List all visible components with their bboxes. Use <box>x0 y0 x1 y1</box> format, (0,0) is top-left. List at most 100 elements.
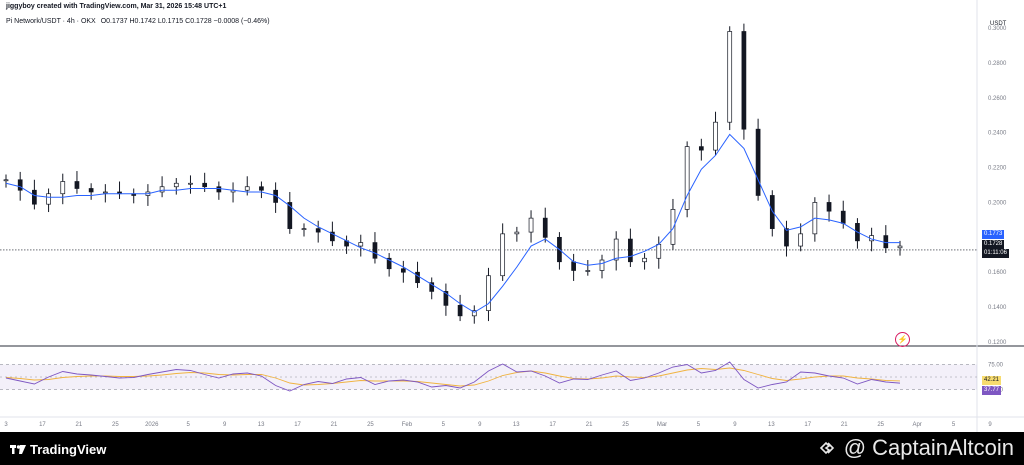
time-axis-label: 13 <box>258 422 265 428</box>
candle-body[interactable] <box>244 186 250 191</box>
candle-body[interactable] <box>741 31 747 130</box>
rsi-ma-tag: 42.21 <box>982 376 1002 385</box>
price-tag: 0.1728 <box>982 240 1005 249</box>
candle-body[interactable] <box>159 186 165 193</box>
footer-bar: TradingView @ CaptainAltcoin <box>0 432 1024 465</box>
candle-body[interactable] <box>769 195 775 229</box>
time-axis-label: 5 <box>952 422 956 428</box>
moving-average-line[interactable] <box>5 133 900 313</box>
candle-body[interactable] <box>628 238 633 263</box>
candle-body[interactable] <box>429 282 435 292</box>
candle-body[interactable] <box>656 243 662 259</box>
candle-body[interactable] <box>670 209 676 245</box>
candle-body[interactable] <box>415 271 420 284</box>
watermark-text: @ CaptainAltcoin <box>843 435 1014 460</box>
time-axis-label: 17 <box>39 422 46 428</box>
price-tick-label: 0.2600 <box>988 96 1007 102</box>
time-axis-label: 9 <box>988 422 992 428</box>
candle-body[interactable] <box>684 146 690 210</box>
symbol-line[interactable]: Pi Network/USDT · 4h · OKX <box>6 18 96 25</box>
time-axis-label: 5 <box>187 422 191 428</box>
candle-body[interactable] <box>840 210 846 224</box>
candle-body[interactable] <box>400 268 406 273</box>
candle-body[interactable] <box>173 182 179 188</box>
rsi-tag: 37.77 <box>982 386 1002 395</box>
price-tick-label: 0.2200 <box>988 166 1007 172</box>
candle-body[interactable] <box>3 179 9 182</box>
price-tick-label: 0.2400 <box>988 131 1007 137</box>
ohlc-values: O0.1737 H0.1742 L0.1715 C0.1728 −0.0008 … <box>100 18 270 25</box>
time-axis-label: 17 <box>804 422 811 428</box>
candle-body[interactable] <box>32 189 37 205</box>
candle-body[interactable] <box>613 238 619 261</box>
time-axis-label: 25 <box>877 422 884 428</box>
candle-body[interactable] <box>443 291 449 306</box>
candle-body[interactable] <box>17 179 23 191</box>
candle-body[interactable] <box>301 228 307 230</box>
candle-body[interactable] <box>755 128 761 196</box>
price-tick-label: 0.1200 <box>988 340 1007 346</box>
time-axis-label: 25 <box>367 422 374 428</box>
rsi-tick-label: 75.00 <box>988 363 1004 369</box>
candle-body[interactable] <box>642 257 647 263</box>
candle-body[interactable] <box>500 233 506 277</box>
candle-body[interactable] <box>471 310 477 317</box>
candle-body[interactable] <box>727 31 733 123</box>
candle-body[interactable] <box>188 182 193 185</box>
price-chart-svg[interactable]: 0.3000 0.2800 0.2600 0.2400 0.2200 0.2000 0.16… <box>0 0 1024 432</box>
rsi-ma-line[interactable] <box>5 367 901 387</box>
candle-body[interactable] <box>88 188 94 193</box>
candle-body[interactable] <box>386 257 392 270</box>
price-tick-label: 0.1400 <box>988 305 1007 311</box>
candle-body[interactable] <box>798 233 804 247</box>
chart-panel[interactable]: jiggyboy created with TradingView.com, M… <box>0 0 1024 432</box>
candle-body[interactable] <box>528 217 534 233</box>
candle-body[interactable] <box>457 305 463 317</box>
candle-body[interactable] <box>542 217 548 238</box>
ma-value-tag: 0.1773 <box>982 230 1005 239</box>
alert-icon[interactable]: ⚡ <box>895 332 910 347</box>
candle-body[interactable] <box>897 245 903 249</box>
rsi-line[interactable] <box>5 361 901 392</box>
candle-body[interactable] <box>784 228 789 247</box>
tradingview-brand: TradingView <box>30 442 107 457</box>
candle-body[interactable] <box>883 235 889 249</box>
time-axis-label: 17 <box>294 422 301 428</box>
bitget-icon <box>819 441 834 455</box>
candle-body[interactable] <box>571 261 576 271</box>
time-axis-label: 9 <box>733 422 737 428</box>
candle-body[interactable] <box>216 186 222 193</box>
candle-body[interactable] <box>826 202 832 212</box>
time-axis-label: 5 <box>442 422 446 428</box>
currency-label[interactable]: USDT <box>990 21 1007 27</box>
candle-body[interactable] <box>74 181 80 189</box>
time-axis-label: 5 <box>697 422 701 428</box>
tradingview-logo[interactable]: TradingView <box>10 442 106 457</box>
time-axis-label: 2026 <box>145 422 159 428</box>
captainaltcoin-watermark: @ CaptainAltcoin <box>818 435 1014 461</box>
candle-body[interactable] <box>202 182 208 188</box>
candle-body[interactable] <box>698 146 704 151</box>
candle-body[interactable] <box>60 181 66 195</box>
price-tick-label: 0.2800 <box>988 61 1007 67</box>
candle-body[interactable] <box>259 186 264 191</box>
candle-body[interactable] <box>713 121 718 151</box>
candle-body[interactable] <box>46 193 51 205</box>
candle-body[interactable] <box>514 231 520 235</box>
candle-body[interactable] <box>330 231 335 242</box>
candle-body[interactable] <box>102 191 108 194</box>
candle-body[interactable] <box>358 242 364 247</box>
candle-body[interactable] <box>585 270 591 272</box>
time-axis-label: 21 <box>586 422 593 428</box>
candle-body[interactable] <box>287 202 293 229</box>
candle-body[interactable] <box>599 259 605 271</box>
time-axis-label: 13 <box>768 422 775 428</box>
candle-body[interactable] <box>372 242 378 259</box>
time-axis-label: 21 <box>841 422 848 428</box>
countdown-tag: 01:11:06 <box>982 249 1009 258</box>
time-axis-label: 3 <box>4 422 8 428</box>
candle-body[interactable] <box>315 228 321 233</box>
time-axis-label: 9 <box>478 422 482 428</box>
candle-body[interactable] <box>486 275 491 311</box>
